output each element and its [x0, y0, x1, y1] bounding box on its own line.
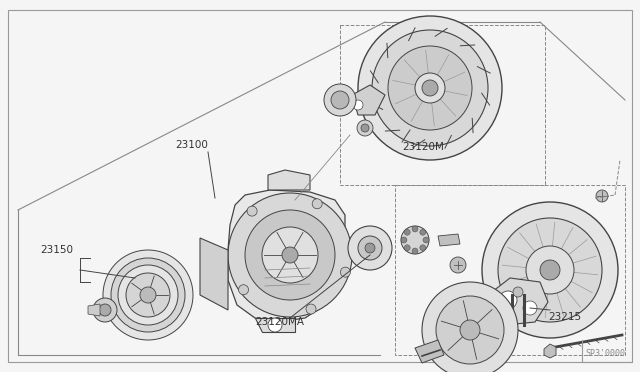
Circle shape: [126, 273, 170, 317]
Circle shape: [361, 124, 369, 132]
Circle shape: [306, 304, 316, 314]
Circle shape: [460, 320, 480, 340]
Circle shape: [268, 318, 282, 332]
Text: 23120M: 23120M: [402, 142, 444, 152]
Polygon shape: [268, 170, 310, 190]
Circle shape: [262, 227, 318, 283]
Circle shape: [513, 287, 523, 297]
Circle shape: [401, 237, 407, 243]
Circle shape: [412, 248, 418, 254]
Circle shape: [388, 46, 472, 130]
Circle shape: [99, 304, 111, 316]
Circle shape: [401, 226, 429, 254]
Circle shape: [404, 229, 410, 235]
Circle shape: [282, 247, 298, 263]
Circle shape: [523, 301, 537, 315]
Polygon shape: [544, 344, 556, 358]
Circle shape: [422, 282, 518, 372]
Circle shape: [498, 218, 602, 322]
Circle shape: [358, 16, 502, 160]
Circle shape: [228, 193, 352, 317]
Text: 23120MA: 23120MA: [255, 317, 304, 327]
Text: SP3'0000: SP3'0000: [585, 349, 625, 358]
Text: 23150: 23150: [40, 245, 73, 255]
Polygon shape: [352, 85, 385, 115]
Circle shape: [353, 100, 363, 110]
Circle shape: [412, 226, 418, 232]
Circle shape: [540, 260, 560, 280]
Text: 23215: 23215: [548, 312, 581, 322]
Polygon shape: [200, 238, 228, 310]
Circle shape: [358, 236, 382, 260]
Circle shape: [436, 296, 504, 364]
Circle shape: [324, 84, 356, 116]
Circle shape: [372, 30, 488, 146]
Text: 23100: 23100: [175, 140, 208, 150]
Circle shape: [499, 291, 517, 309]
Polygon shape: [488, 278, 548, 325]
Circle shape: [239, 285, 248, 295]
Circle shape: [357, 120, 373, 136]
Circle shape: [340, 267, 351, 277]
Polygon shape: [255, 318, 295, 332]
Circle shape: [103, 250, 193, 340]
Circle shape: [93, 298, 117, 322]
Circle shape: [415, 73, 445, 103]
Circle shape: [247, 206, 257, 216]
Circle shape: [348, 226, 392, 270]
Polygon shape: [88, 304, 100, 316]
Circle shape: [245, 210, 335, 300]
Circle shape: [450, 257, 466, 273]
Circle shape: [422, 80, 438, 96]
Circle shape: [111, 258, 185, 332]
Circle shape: [423, 237, 429, 243]
Circle shape: [331, 91, 349, 109]
Circle shape: [420, 229, 426, 235]
Polygon shape: [415, 340, 444, 363]
Circle shape: [482, 202, 618, 338]
Circle shape: [118, 265, 178, 325]
Circle shape: [596, 190, 608, 202]
Polygon shape: [438, 234, 460, 246]
Circle shape: [404, 245, 410, 251]
Circle shape: [526, 246, 574, 294]
Polygon shape: [228, 190, 345, 322]
Circle shape: [420, 245, 426, 251]
Circle shape: [140, 287, 156, 303]
Circle shape: [365, 243, 375, 253]
Circle shape: [312, 199, 322, 209]
